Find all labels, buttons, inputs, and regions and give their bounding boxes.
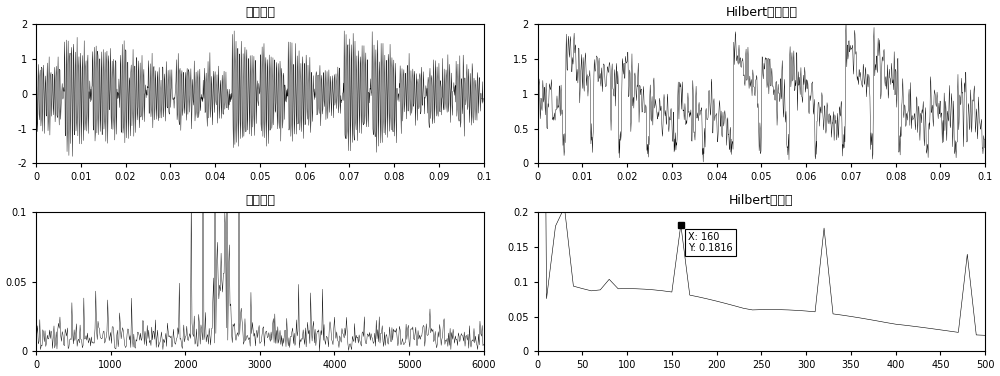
Title: Hilbert解调波形: Hilbert解调波形 [725,6,797,18]
Title: 频谱分析: 频谱分析 [245,194,275,206]
Title: 时域波形: 时域波形 [245,6,275,18]
Title: Hilbert解调谱: Hilbert解调谱 [729,194,794,206]
Text: X: 160
Y: 0.1816: X: 160 Y: 0.1816 [688,232,733,253]
